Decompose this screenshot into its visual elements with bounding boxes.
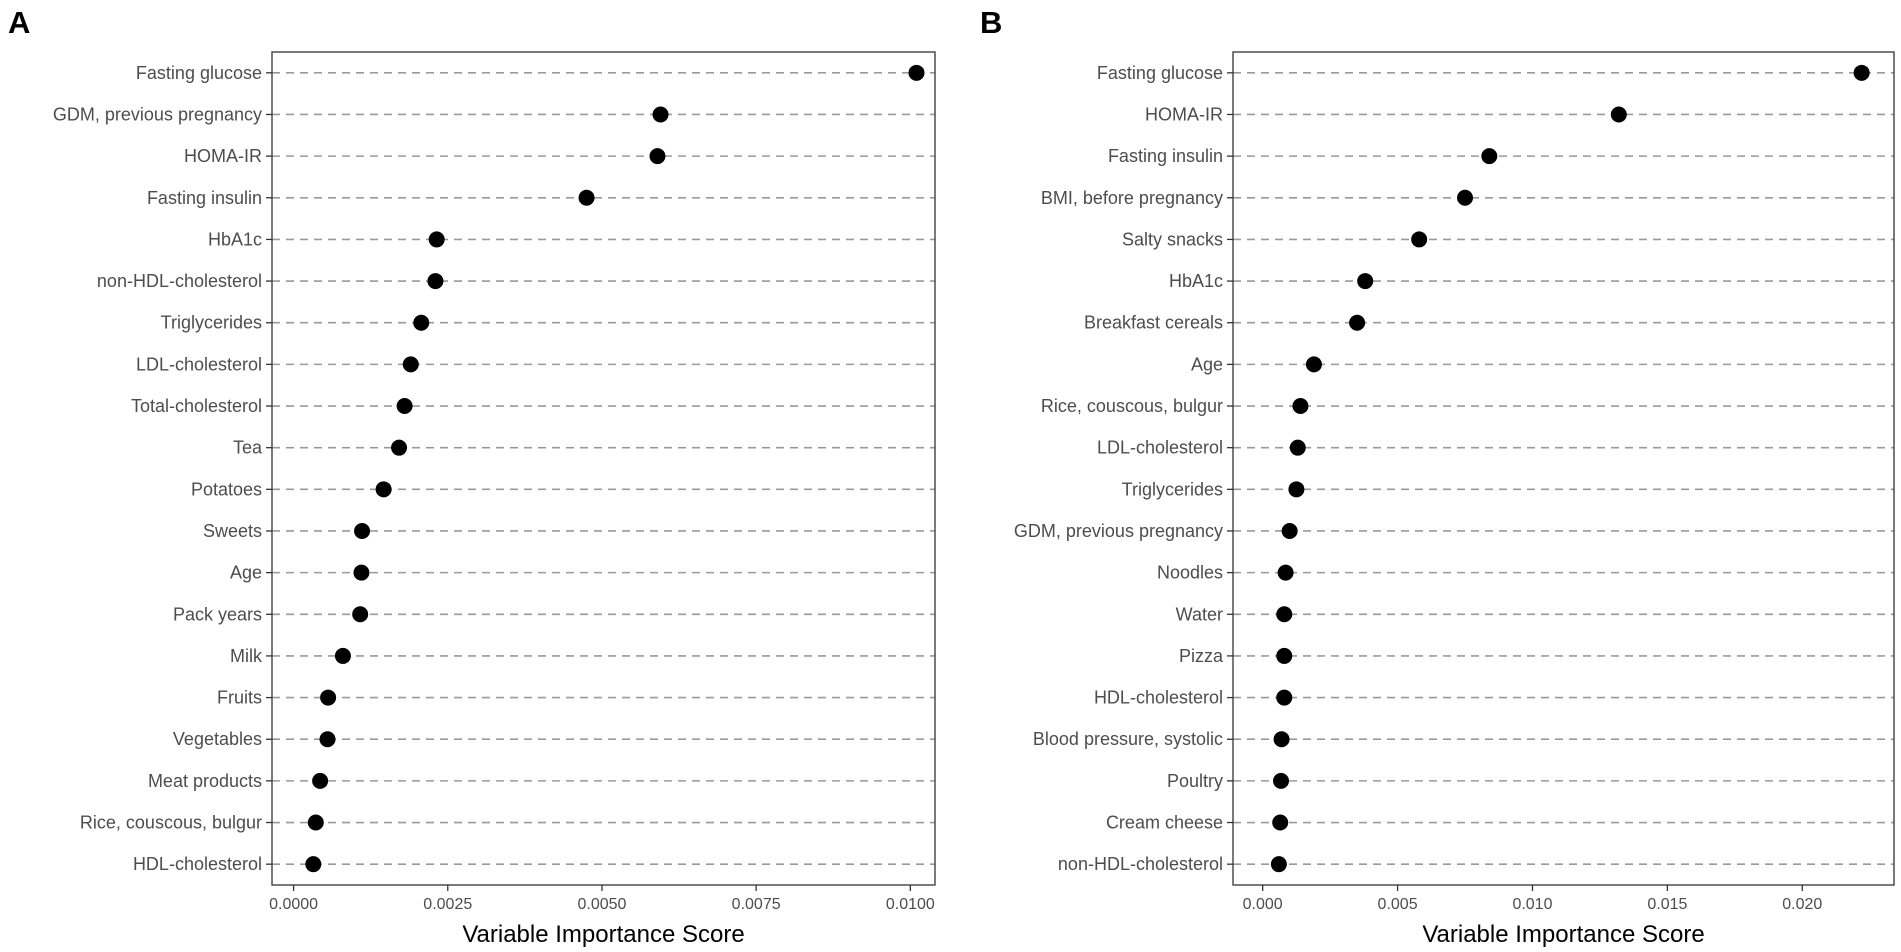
panel-a-point-10 xyxy=(391,439,408,456)
panel-a-point-9 xyxy=(396,398,413,415)
panel-b-x-tick-label: 0.010 xyxy=(1512,896,1552,913)
panel-a-x-tick-label: 0.0100 xyxy=(886,896,935,913)
panel-b-category-label: non-HDL-cholesterol xyxy=(1058,854,1223,874)
panel-a-category-label: non-HDL-cholesterol xyxy=(97,271,262,291)
panel-b-x-tick-label: 0.020 xyxy=(1782,896,1822,913)
panel-b-category-label: HbA1c xyxy=(1169,271,1223,291)
panel-b-point-4 xyxy=(1457,189,1474,206)
panel-a-category-label: LDL-cholesterol xyxy=(136,354,262,374)
panel-b-category-label: Rice, couscous, bulgur xyxy=(1041,396,1223,416)
panel-b-point-16 xyxy=(1276,689,1293,706)
panel-a-category-label: Pack years xyxy=(173,604,262,624)
panel-b-category-label: Pizza xyxy=(1179,646,1224,666)
panel-b-point-3 xyxy=(1481,148,1498,165)
panel-a-point-11 xyxy=(375,481,392,498)
panel-a-category-label: Age xyxy=(230,563,262,583)
panel-b-category-label: Fasting insulin xyxy=(1108,146,1223,166)
panel-a-category-label: Fasting glucose xyxy=(136,63,262,83)
panel-b-point-15 xyxy=(1276,647,1293,664)
panel-a-x-tick-label: 0.0000 xyxy=(269,896,318,913)
panel-b-category-label: Breakfast cereals xyxy=(1084,313,1223,333)
panel-a-point-12 xyxy=(354,522,371,539)
panel-b-point-1 xyxy=(1853,64,1870,81)
panel-a-x-tick-label: 0.0025 xyxy=(423,896,472,913)
panel-a-category-label: Vegetables xyxy=(173,729,262,749)
panel-b-category-label: Cream cheese xyxy=(1106,813,1223,833)
panel-a-point-5 xyxy=(428,231,445,248)
panel-a-point-18 xyxy=(312,772,329,789)
panel-b-category-label: Age xyxy=(1191,354,1223,374)
panel-b-x-tick-label: 0.005 xyxy=(1378,896,1418,913)
panel-b-point-17 xyxy=(1273,731,1290,748)
panel-a-point-17 xyxy=(319,731,336,748)
panel-a-point-16 xyxy=(320,689,337,706)
panel-a-category-label: Triglycerides xyxy=(161,313,262,333)
panel-a-x-axis-title: Variable Importance Score xyxy=(462,921,744,948)
panel-a-category-label: Fruits xyxy=(217,688,262,708)
panel-b-x-axis-title: Variable Importance Score xyxy=(1422,921,1704,948)
panel-b-category-label: Blood pressure, systolic xyxy=(1033,729,1223,749)
panel-b-point-14 xyxy=(1276,606,1293,623)
panel-a-category-label: HOMA-IR xyxy=(184,146,262,166)
panel-a-point-15 xyxy=(334,647,351,664)
panel-a-point-14 xyxy=(352,606,369,623)
panel-a-x-tick-label: 0.0075 xyxy=(732,896,781,913)
panel-b-category-label: Salty snacks xyxy=(1122,229,1223,249)
panel-a-category-label: HbA1c xyxy=(208,229,262,249)
panel-a-point-1 xyxy=(908,64,925,81)
panel-b-point-10 xyxy=(1289,439,1306,456)
panel-a-border xyxy=(271,51,936,886)
panel-b-category-label: Fasting glucose xyxy=(1097,63,1223,83)
panel-b-category-label: BMI, before pregnancy xyxy=(1041,188,1223,208)
panel-a-point-4 xyxy=(578,189,595,206)
panel-b-category-label: LDL-cholesterol xyxy=(1097,438,1223,458)
panel-a-point-2 xyxy=(652,106,669,123)
panel-b-category-label: Triglycerides xyxy=(1122,479,1223,499)
panel-a-category-label: Tea xyxy=(233,438,263,458)
panel-a-category-label: Meat products xyxy=(148,771,262,791)
panel-b-point-11 xyxy=(1288,481,1305,498)
panel-b-point-19 xyxy=(1272,814,1289,831)
panel-b-point-20 xyxy=(1270,856,1287,873)
panel-b-point-12 xyxy=(1281,522,1298,539)
panel-b-point-9 xyxy=(1292,398,1309,415)
panel-b-point-7 xyxy=(1349,314,1366,331)
panel-a-point-7 xyxy=(413,314,430,331)
panel-a-category-label: Rice, couscous, bulgur xyxy=(80,813,262,833)
panel-a-point-6 xyxy=(427,273,444,290)
panel-b: Fasting glucose HOMA-IR Fasting insulin BMI… xyxy=(1014,51,1895,948)
panel-a-x-tick-label: 0.0050 xyxy=(577,896,626,913)
panel-b-point-2 xyxy=(1610,106,1627,123)
panel-b-point-13 xyxy=(1277,564,1294,581)
panel-b-category-label: HDL-cholesterol xyxy=(1094,688,1223,708)
panel-a-point-3 xyxy=(649,148,666,165)
panel-b-border xyxy=(1232,51,1895,886)
panel-b-point-5 xyxy=(1411,231,1428,248)
panel-a-point-8 xyxy=(402,356,419,373)
panel-a: Fasting glucose GDM, previous pregnancy HO… xyxy=(53,51,936,948)
panel-a-category-label: HDL-cholesterol xyxy=(133,854,262,874)
panel-a-point-13 xyxy=(353,564,370,581)
panel-a-category-label: Milk xyxy=(230,646,263,666)
panel-b-category-label: GDM, previous pregnancy xyxy=(1014,521,1223,541)
panel-b-category-label: Water xyxy=(1176,604,1223,624)
panel-b-point-18 xyxy=(1273,772,1290,789)
panel-b-category-label: HOMA-IR xyxy=(1145,104,1223,124)
panel-a-category-label: Potatoes xyxy=(191,479,262,499)
panel-a-point-20 xyxy=(305,856,322,873)
panel-b-category-label: Noodles xyxy=(1157,563,1223,583)
panel-a-point-19 xyxy=(307,814,324,831)
panel-b-point-8 xyxy=(1305,356,1322,373)
panel-letter-b: B xyxy=(980,5,1002,40)
panel-a-category-label: Sweets xyxy=(203,521,262,541)
panel-letter-a: A xyxy=(8,5,30,40)
panel-a-category-label: Fasting insulin xyxy=(147,188,262,208)
panel-b-x-tick-label: 0.015 xyxy=(1647,896,1687,913)
panel-a-category-label: Total-cholesterol xyxy=(131,396,262,416)
panel-b-category-label: Poultry xyxy=(1167,771,1223,791)
panel-b-point-6 xyxy=(1357,273,1374,290)
panel-b-x-tick-label: 0.000 xyxy=(1243,896,1283,913)
panel-a-category-label: GDM, previous pregnancy xyxy=(53,104,262,124)
